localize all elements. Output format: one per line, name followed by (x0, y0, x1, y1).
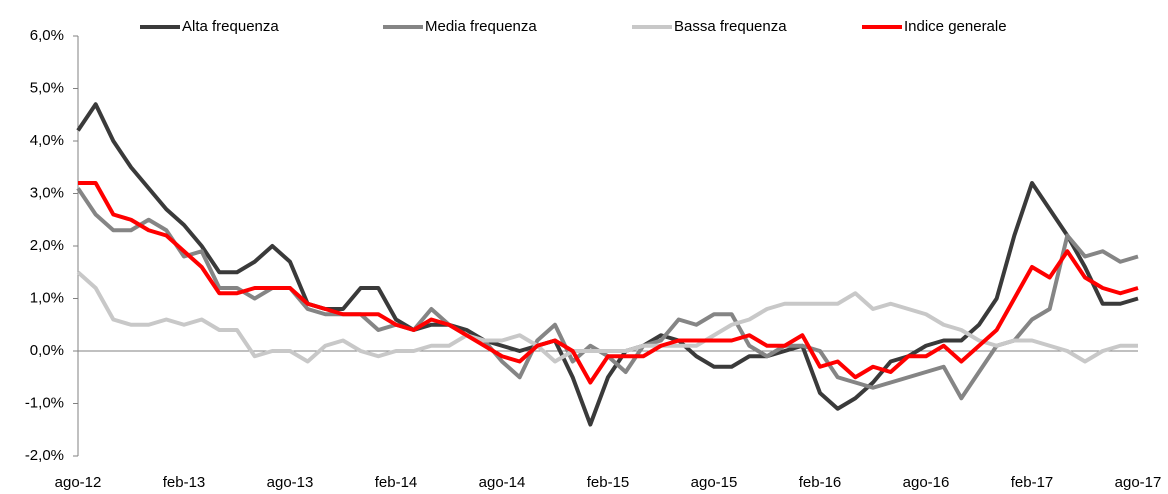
x-tick-label: feb-17 (1011, 474, 1054, 491)
y-tick-label: 5,0% (30, 79, 64, 96)
y-tick-label: 3,0% (30, 184, 64, 201)
y-tick-label: -1,0% (25, 394, 64, 411)
x-tick-label: ago-16 (903, 474, 950, 491)
y-tick-label: 0,0% (30, 342, 64, 359)
y-tick-label: -2,0% (25, 447, 64, 464)
x-tick-label: feb-15 (587, 474, 630, 491)
x-tick-label: feb-14 (375, 474, 418, 491)
series-line (76, 270, 1138, 364)
x-tick-label: ago-12 (55, 474, 102, 491)
legend-label: Alta frequenza (182, 18, 279, 35)
x-tick-label: ago-17 (1115, 474, 1162, 491)
y-tick-label: 4,0% (30, 132, 64, 149)
x-tick-label: ago-13 (267, 474, 314, 491)
series-line (76, 102, 1139, 427)
x-tick-label: ago-15 (691, 474, 738, 491)
series-line (78, 181, 1139, 385)
legend-label: Indice generale (904, 18, 1007, 35)
y-tick-label: 2,0% (30, 237, 64, 254)
x-tick-label: ago-14 (479, 474, 526, 491)
y-tick-label: 1,0% (30, 289, 64, 306)
legend-label: Media frequenza (425, 18, 537, 35)
y-tick-label: 6,0% (30, 27, 64, 44)
x-tick-label: feb-13 (163, 474, 206, 491)
legend-label: Bassa frequenza (674, 18, 787, 35)
x-tick-label: feb-16 (799, 474, 842, 491)
